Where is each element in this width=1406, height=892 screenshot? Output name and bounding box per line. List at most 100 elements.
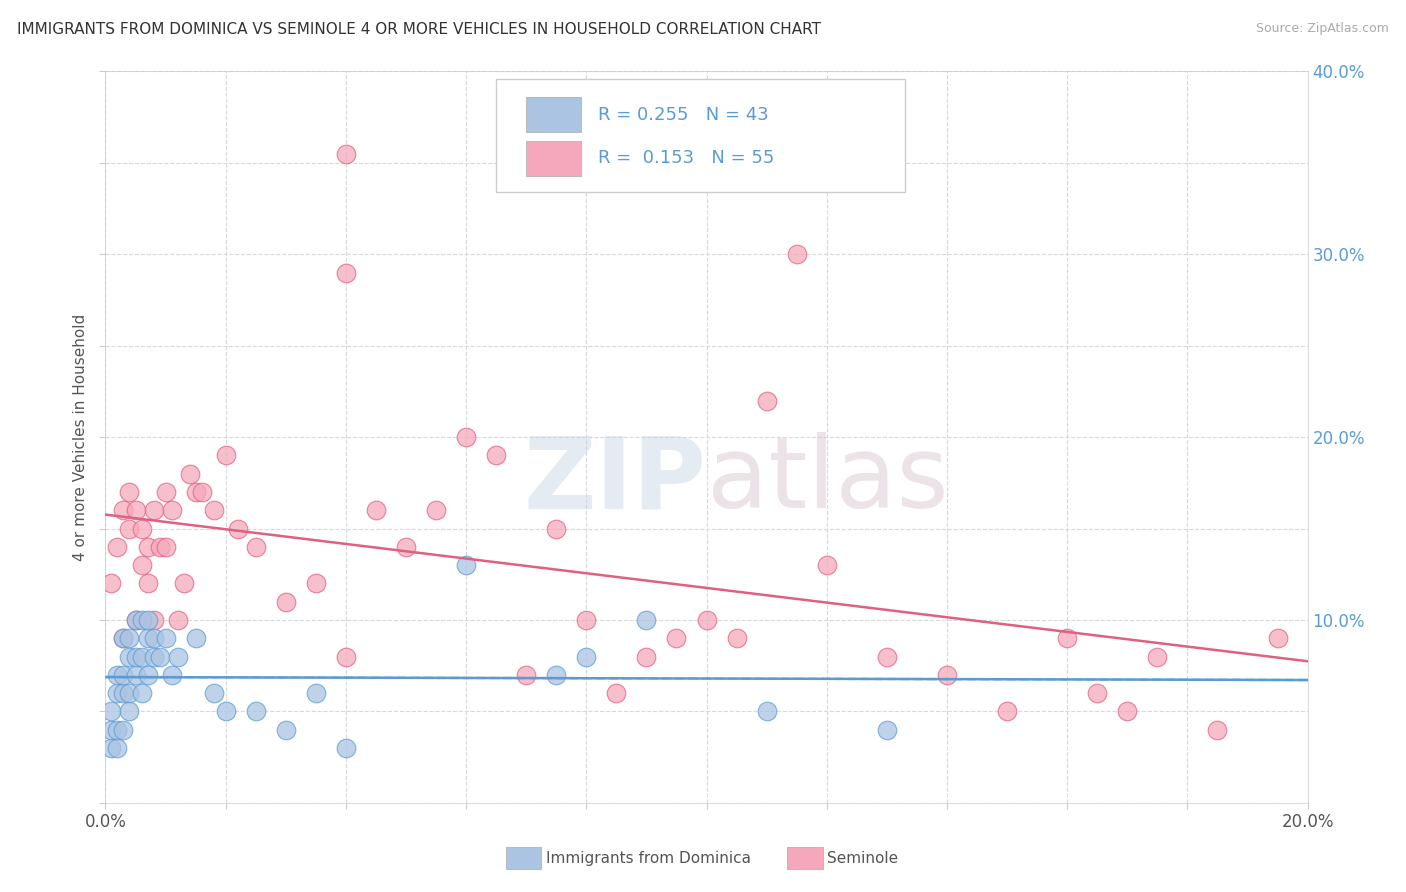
Point: [546, 521, 568, 535]
Point: [112, 503, 135, 517]
FancyBboxPatch shape: [496, 78, 905, 192]
Point: [815, 558, 838, 573]
Point: [214, 705, 236, 719]
Point: [112, 632, 135, 646]
Point: [136, 667, 159, 681]
Point: [148, 540, 170, 554]
Point: [118, 686, 141, 700]
FancyBboxPatch shape: [526, 141, 581, 176]
Point: [124, 667, 146, 681]
Point: [118, 649, 141, 664]
Point: [305, 576, 328, 591]
Point: [725, 632, 748, 646]
Point: [1267, 632, 1289, 646]
Text: atlas: atlas: [707, 433, 948, 530]
Point: [335, 649, 357, 664]
Point: [131, 521, 153, 535]
Point: [605, 686, 627, 700]
Point: [575, 613, 598, 627]
Point: [124, 613, 146, 627]
FancyBboxPatch shape: [526, 97, 581, 132]
Point: [136, 613, 159, 627]
Text: Source: ZipAtlas.com: Source: ZipAtlas.com: [1256, 22, 1389, 36]
Point: [876, 723, 898, 737]
Point: [107, 686, 129, 700]
Point: [425, 503, 447, 517]
Point: [100, 576, 122, 591]
Point: [226, 521, 249, 535]
Point: [546, 667, 568, 681]
Point: [305, 686, 328, 700]
Point: [245, 705, 267, 719]
Point: [124, 503, 146, 517]
Text: R =  0.153   N = 55: R = 0.153 N = 55: [599, 149, 775, 168]
Point: [184, 632, 207, 646]
Text: IMMIGRANTS FROM DOMINICA VS SEMINOLE 4 OR MORE VEHICLES IN HOUSEHOLD CORRELATION: IMMIGRANTS FROM DOMINICA VS SEMINOLE 4 O…: [17, 22, 821, 37]
Point: [1085, 686, 1108, 700]
Point: [136, 576, 159, 591]
Point: [335, 146, 357, 161]
Point: [786, 247, 808, 261]
Point: [274, 723, 297, 737]
Point: [107, 540, 129, 554]
Point: [131, 613, 153, 627]
Point: [142, 613, 165, 627]
Point: [184, 485, 207, 500]
Point: [142, 503, 165, 517]
Point: [696, 613, 718, 627]
Point: [112, 686, 135, 700]
Point: [636, 649, 658, 664]
Point: [636, 613, 658, 627]
Point: [118, 485, 141, 500]
Point: [142, 649, 165, 664]
Point: [100, 723, 122, 737]
Point: [245, 540, 267, 554]
Point: [142, 632, 165, 646]
Point: [179, 467, 201, 481]
Point: [485, 449, 508, 463]
Point: [202, 686, 225, 700]
Point: [1056, 632, 1078, 646]
Point: [995, 705, 1018, 719]
Point: [173, 576, 195, 591]
Point: [155, 485, 177, 500]
Text: ZIP: ZIP: [523, 433, 707, 530]
Point: [118, 521, 141, 535]
Point: [1146, 649, 1168, 664]
Point: [124, 613, 146, 627]
Text: Immigrants from Dominica: Immigrants from Dominica: [546, 851, 751, 865]
Point: [575, 649, 598, 664]
Point: [118, 632, 141, 646]
Point: [100, 740, 122, 755]
Point: [166, 613, 188, 627]
Point: [112, 667, 135, 681]
Point: [1116, 705, 1139, 719]
Point: [107, 723, 129, 737]
Point: [131, 649, 153, 664]
Point: [131, 558, 153, 573]
Point: [515, 667, 537, 681]
Point: [124, 649, 146, 664]
Point: [335, 266, 357, 280]
Point: [936, 667, 959, 681]
Point: [136, 632, 159, 646]
Point: [107, 667, 129, 681]
Point: [395, 540, 418, 554]
Text: Seminole: Seminole: [827, 851, 898, 865]
Point: [107, 740, 129, 755]
Point: [118, 705, 141, 719]
Point: [166, 649, 188, 664]
Point: [364, 503, 387, 517]
Point: [131, 686, 153, 700]
Y-axis label: 4 or more Vehicles in Household: 4 or more Vehicles in Household: [73, 313, 89, 561]
Point: [335, 740, 357, 755]
Point: [148, 649, 170, 664]
Point: [155, 632, 177, 646]
Point: [755, 393, 778, 408]
Point: [665, 632, 688, 646]
Point: [876, 649, 898, 664]
Point: [454, 558, 477, 573]
Point: [214, 449, 236, 463]
Point: [112, 723, 135, 737]
Point: [155, 540, 177, 554]
